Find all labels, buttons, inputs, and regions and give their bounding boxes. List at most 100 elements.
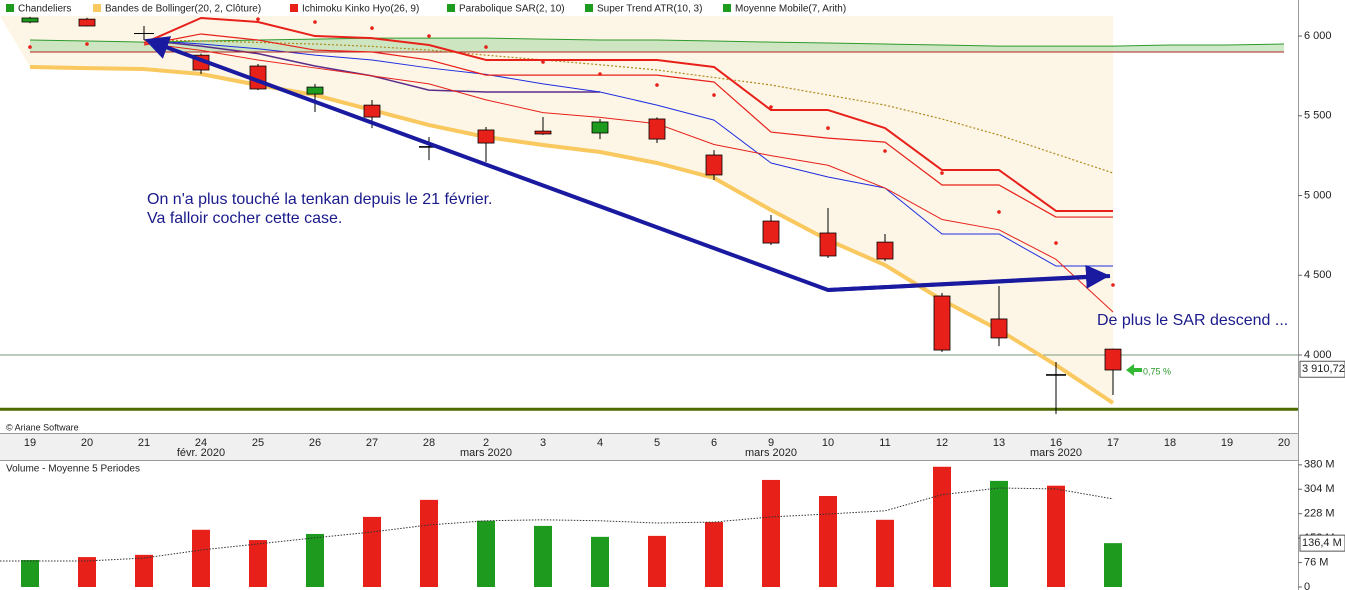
annotation-arrow xyxy=(827,264,1110,292)
indicator-line xyxy=(29,64,1115,405)
candle-body xyxy=(134,33,154,35)
volume-bar xyxy=(591,536,609,587)
legend-label: Ichimoku Kinko Hyo(26, 9) xyxy=(302,4,419,15)
price-panel xyxy=(0,16,1298,415)
volume-bar xyxy=(21,559,39,587)
x-tick-label: 20 xyxy=(81,437,93,449)
sar-dot xyxy=(883,149,887,153)
sar-dot xyxy=(313,20,317,24)
x-tick-label: 10 xyxy=(822,437,834,449)
candle-body xyxy=(306,86,324,95)
sar-dot xyxy=(712,93,716,97)
change-arrow xyxy=(1126,364,1142,376)
x-tick-label: 24 xyxy=(195,437,207,449)
x-tick-label: 5 xyxy=(654,437,660,449)
sar-dot xyxy=(1054,241,1058,245)
sar-dot xyxy=(541,60,545,64)
volume-bar xyxy=(192,529,210,587)
sar-dot xyxy=(769,105,773,109)
indicator-line xyxy=(143,42,1114,313)
x-tick-label: 25 xyxy=(252,437,264,449)
month-label: févr. 2020 xyxy=(177,447,225,459)
legend-label: Parabolique SAR(2, 10) xyxy=(459,4,565,15)
x-tick-label: 17 xyxy=(1107,437,1119,449)
legend-label: Moyenne Mobile(7, Arith) xyxy=(735,4,846,15)
legend-bg xyxy=(0,0,880,16)
indicator-line xyxy=(143,33,1113,218)
sar-dot xyxy=(427,34,431,38)
candle-body xyxy=(990,318,1008,339)
annotation: Va falloir cocher cette case. xyxy=(147,210,342,227)
last-price-label: 3 910,72 xyxy=(1302,363,1345,375)
x-tick-label: 11 xyxy=(879,437,890,449)
copyright: © Ariane Software xyxy=(6,422,79,432)
y-tick-label: 5 000 xyxy=(1304,189,1332,201)
y-tick-label: 4 000 xyxy=(1304,349,1332,361)
candle-body xyxy=(1104,348,1122,371)
candle-body xyxy=(648,118,666,140)
x-tick-label: 18 xyxy=(1164,437,1176,449)
volume-bar xyxy=(819,496,837,587)
candle-body xyxy=(419,146,439,148)
volume-bar xyxy=(249,540,267,587)
candle-body xyxy=(534,130,552,135)
legend-swatch xyxy=(447,4,455,12)
x-tick-label: 13 xyxy=(993,437,1005,449)
legend-swatch xyxy=(290,4,298,12)
indicator-line xyxy=(29,37,1285,47)
candle-body xyxy=(21,17,39,23)
x-tick-label: 21 xyxy=(138,437,150,449)
volume-bar xyxy=(534,525,552,587)
x-tick-label: 28 xyxy=(423,437,435,449)
volume-bar xyxy=(306,533,324,587)
candle-body xyxy=(477,129,495,144)
volume-bar xyxy=(78,557,96,587)
y-tick-label: 76 M xyxy=(1304,556,1328,568)
x-tick-label: 12 xyxy=(936,437,948,449)
indicator-line xyxy=(143,39,1114,174)
candle-body xyxy=(78,18,96,27)
month-label: mars 2020 xyxy=(1030,447,1082,459)
volume-bar xyxy=(762,479,780,587)
overlay: On n'a plus touché la tenkan depuis le 2… xyxy=(6,36,1288,475)
sar-dot xyxy=(370,26,374,30)
y-tick-label: 380 M xyxy=(1304,459,1335,471)
volume-title: Volume - Moyenne 5 Periodes xyxy=(6,464,140,475)
sar-dot xyxy=(826,126,830,130)
legend-swatch xyxy=(93,4,101,12)
x-tick-label: 20 xyxy=(1278,437,1290,449)
volume-average xyxy=(0,487,1114,562)
x-tick-label: 27 xyxy=(366,437,378,449)
candle-body xyxy=(705,154,723,176)
sar-dot xyxy=(655,83,659,87)
x-axis-band xyxy=(0,434,1298,460)
candle-body xyxy=(876,241,894,260)
y-tick-label: 6 000 xyxy=(1304,30,1332,42)
volume-bar xyxy=(135,554,153,587)
y-tick-label: 5 500 xyxy=(1304,110,1332,122)
legend-label: Bandes de Bollinger(20, 2, Clôture) xyxy=(105,4,261,15)
sar-dot xyxy=(85,42,89,46)
x-tick-label: 26 xyxy=(309,437,321,449)
volume-bar xyxy=(933,466,951,587)
change-label: 0,75 % xyxy=(1143,366,1171,376)
x-tick-label: 19 xyxy=(24,437,36,449)
x-tick-label: 2 xyxy=(483,437,489,449)
volume-bar xyxy=(705,522,723,587)
volume-bar xyxy=(363,516,381,587)
sar-dot xyxy=(997,210,1001,214)
legend-swatch xyxy=(6,4,14,12)
candle-body xyxy=(1046,374,1066,376)
volume-bar xyxy=(1047,485,1065,587)
month-label: mars 2020 xyxy=(460,447,512,459)
volume-bar xyxy=(648,535,666,587)
candle-body xyxy=(591,121,609,134)
legend-swatch xyxy=(723,4,731,12)
volume-bar xyxy=(990,480,1008,587)
x-tick-label: 4 xyxy=(597,437,603,449)
last-volume-box xyxy=(1299,534,1345,552)
sar-dot xyxy=(256,17,260,21)
y-tick-label: 304 M xyxy=(1304,483,1335,495)
volume-bar xyxy=(420,499,438,587)
sar-dot xyxy=(484,45,488,49)
